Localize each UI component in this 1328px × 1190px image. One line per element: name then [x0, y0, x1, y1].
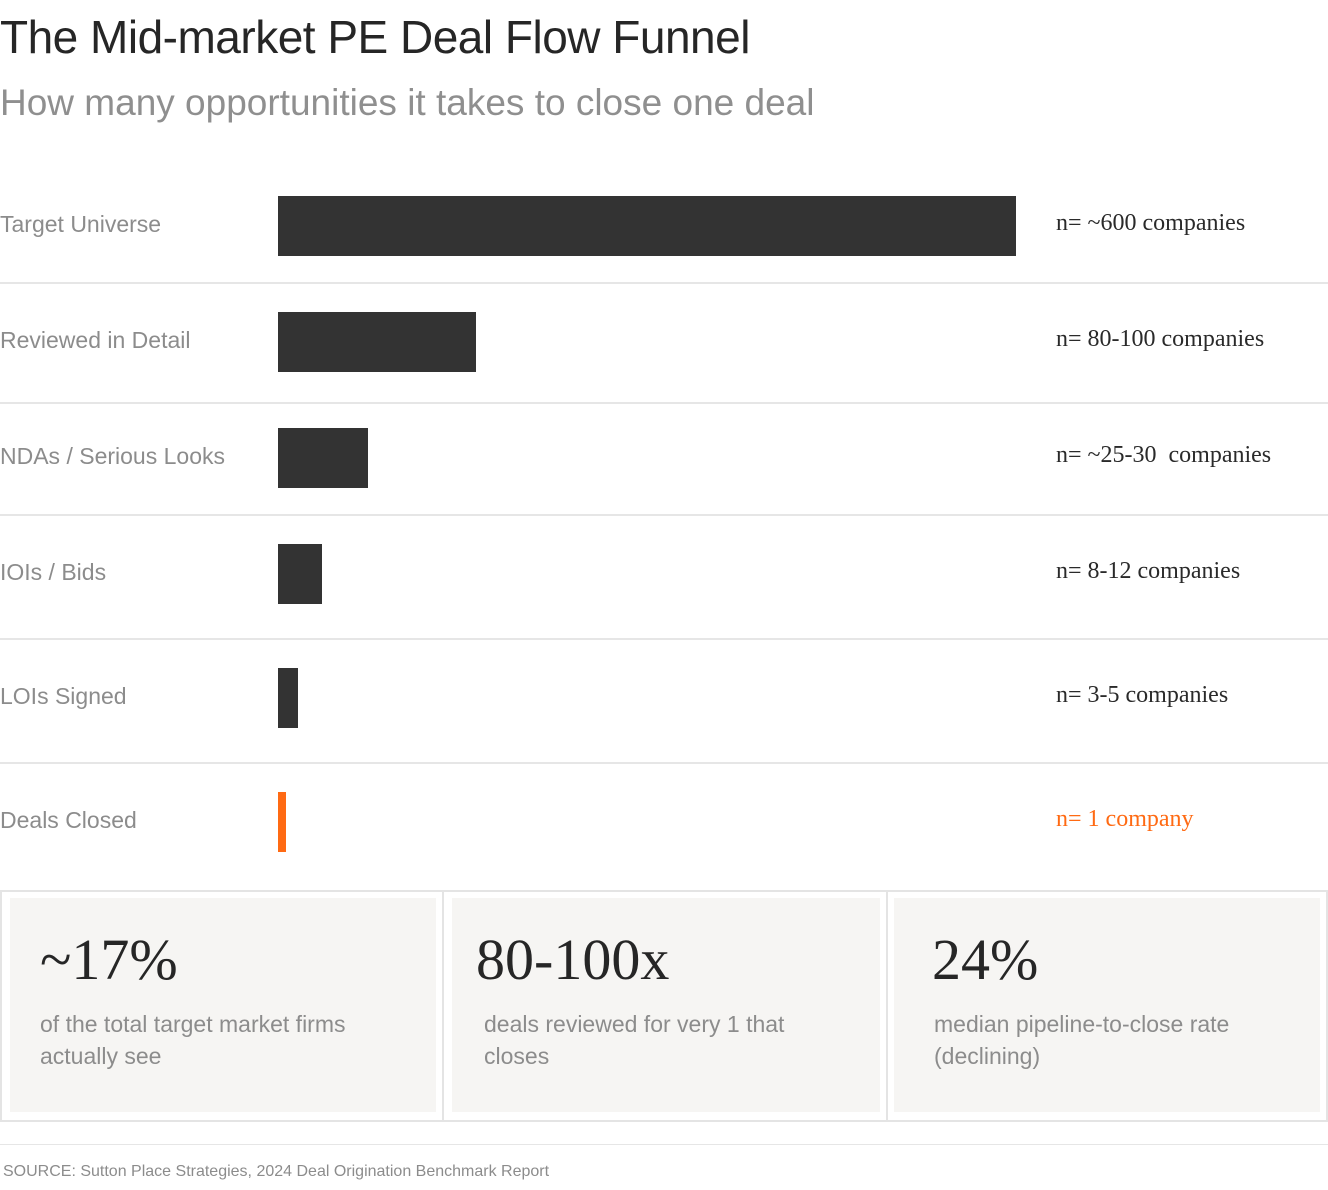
- funnel-bar: [278, 196, 1016, 256]
- value-label: n= 8-12 companies: [1056, 558, 1241, 584]
- row-divider: [0, 514, 1328, 516]
- stat-divider: [442, 892, 444, 1120]
- category-label: NDAs / Serious Looks: [0, 443, 225, 469]
- category-label: Reviewed in Detail: [0, 327, 191, 353]
- stat-description: of the total target market firms actuall…: [40, 1011, 346, 1069]
- stat-value: 80-100x: [476, 927, 670, 992]
- value-label: n= 1 company: [1056, 806, 1194, 832]
- category-label: IOIs / Bids: [0, 559, 107, 585]
- stat-value: ~17%: [40, 927, 178, 992]
- stat-card-1: ~17% of the total target market firms ac…: [10, 898, 436, 1112]
- value-label: n= 80-100 companies: [1056, 326, 1265, 352]
- chart-subtitle: How many opportunities it takes to close…: [0, 82, 815, 123]
- stat-description: deals reviewed for very 1 that closes: [484, 1011, 785, 1069]
- row-divider: [0, 402, 1328, 404]
- funnel-bar: [278, 312, 476, 372]
- funnel-bar: [278, 668, 298, 728]
- funnel-bar: [278, 544, 322, 604]
- row-divider: [0, 282, 1328, 284]
- stat-card-2: 80-100x deals reviewed for very 1 that c…: [452, 898, 880, 1112]
- funnel-bar: [278, 792, 286, 852]
- category-label: Target Universe: [0, 211, 162, 237]
- category-label: LOIs Signed: [0, 683, 127, 709]
- chart-title: The Mid-market PE Deal Flow Funnel: [0, 11, 750, 63]
- stat-divider: [886, 892, 888, 1120]
- stat-card-3: 24% median pipeline-to-close rate (decli…: [894, 898, 1320, 1112]
- stats-panel: ~17% of the total target market firms ac…: [0, 890, 1328, 1122]
- row-divider: [0, 638, 1328, 640]
- category-label: Deals Closed: [0, 807, 137, 833]
- row-divider: [0, 762, 1328, 764]
- stat-description: median pipeline-to-close rate (declining…: [934, 1011, 1230, 1069]
- value-label: n= ~600 companies: [1056, 210, 1246, 236]
- source-note: SOURCE: Sutton Place Strategies, 2024 De…: [3, 1163, 550, 1180]
- value-label: n= ~25-30 companies: [1056, 442, 1272, 468]
- stat-value: 24%: [932, 927, 1039, 992]
- funnel-bar: [278, 428, 368, 488]
- value-label: n= 3-5 companies: [1056, 682, 1229, 708]
- footer-divider: [0, 1144, 1328, 1145]
